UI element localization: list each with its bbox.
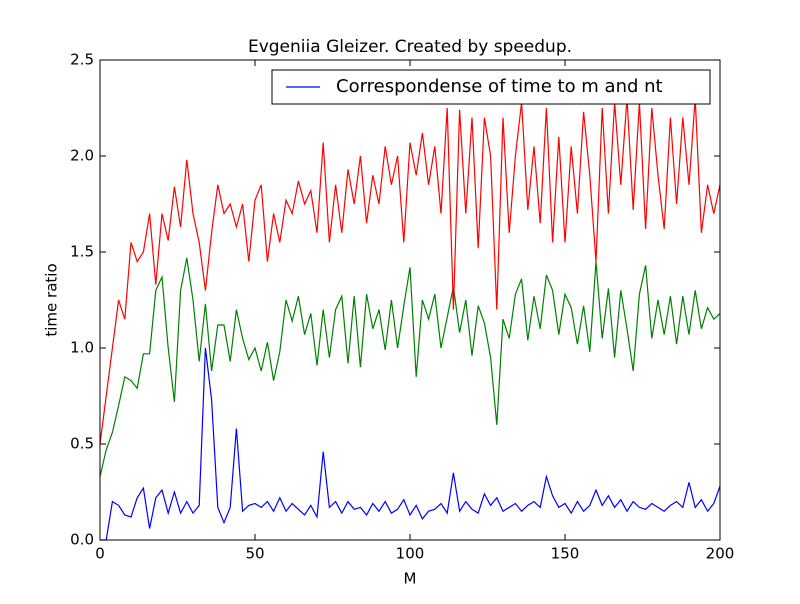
x-tick-label: 0 (95, 545, 105, 563)
x-axis-label: M (404, 570, 417, 588)
y-tick-label: 2.5 (70, 51, 94, 69)
x-tick-label: 200 (706, 545, 735, 563)
x-tick-label: 100 (396, 545, 425, 563)
x-tick-label: 50 (245, 545, 264, 563)
data-line (100, 347, 721, 541)
chart-title: Evgeniia Gleizer. Created by speedup. (248, 37, 572, 57)
y-tick-label: 0.5 (70, 435, 94, 453)
y-tick-label: 1.5 (70, 243, 94, 261)
x-tick-label: 150 (551, 545, 580, 563)
data-line (99, 98, 721, 445)
legend-box (271, 69, 711, 105)
y-tick-label: 2.0 (70, 147, 94, 165)
plot-frame (99, 59, 721, 541)
y-tick-label: 1.0 (70, 339, 94, 357)
y-tick-label: 0.0 (70, 531, 94, 549)
legend-label: Correspondense of time to m and nt (336, 76, 663, 97)
y-axis-label: time ratio (43, 263, 61, 336)
data-line (99, 257, 721, 477)
legend: Correspondense of time to m and nt (271, 69, 711, 105)
